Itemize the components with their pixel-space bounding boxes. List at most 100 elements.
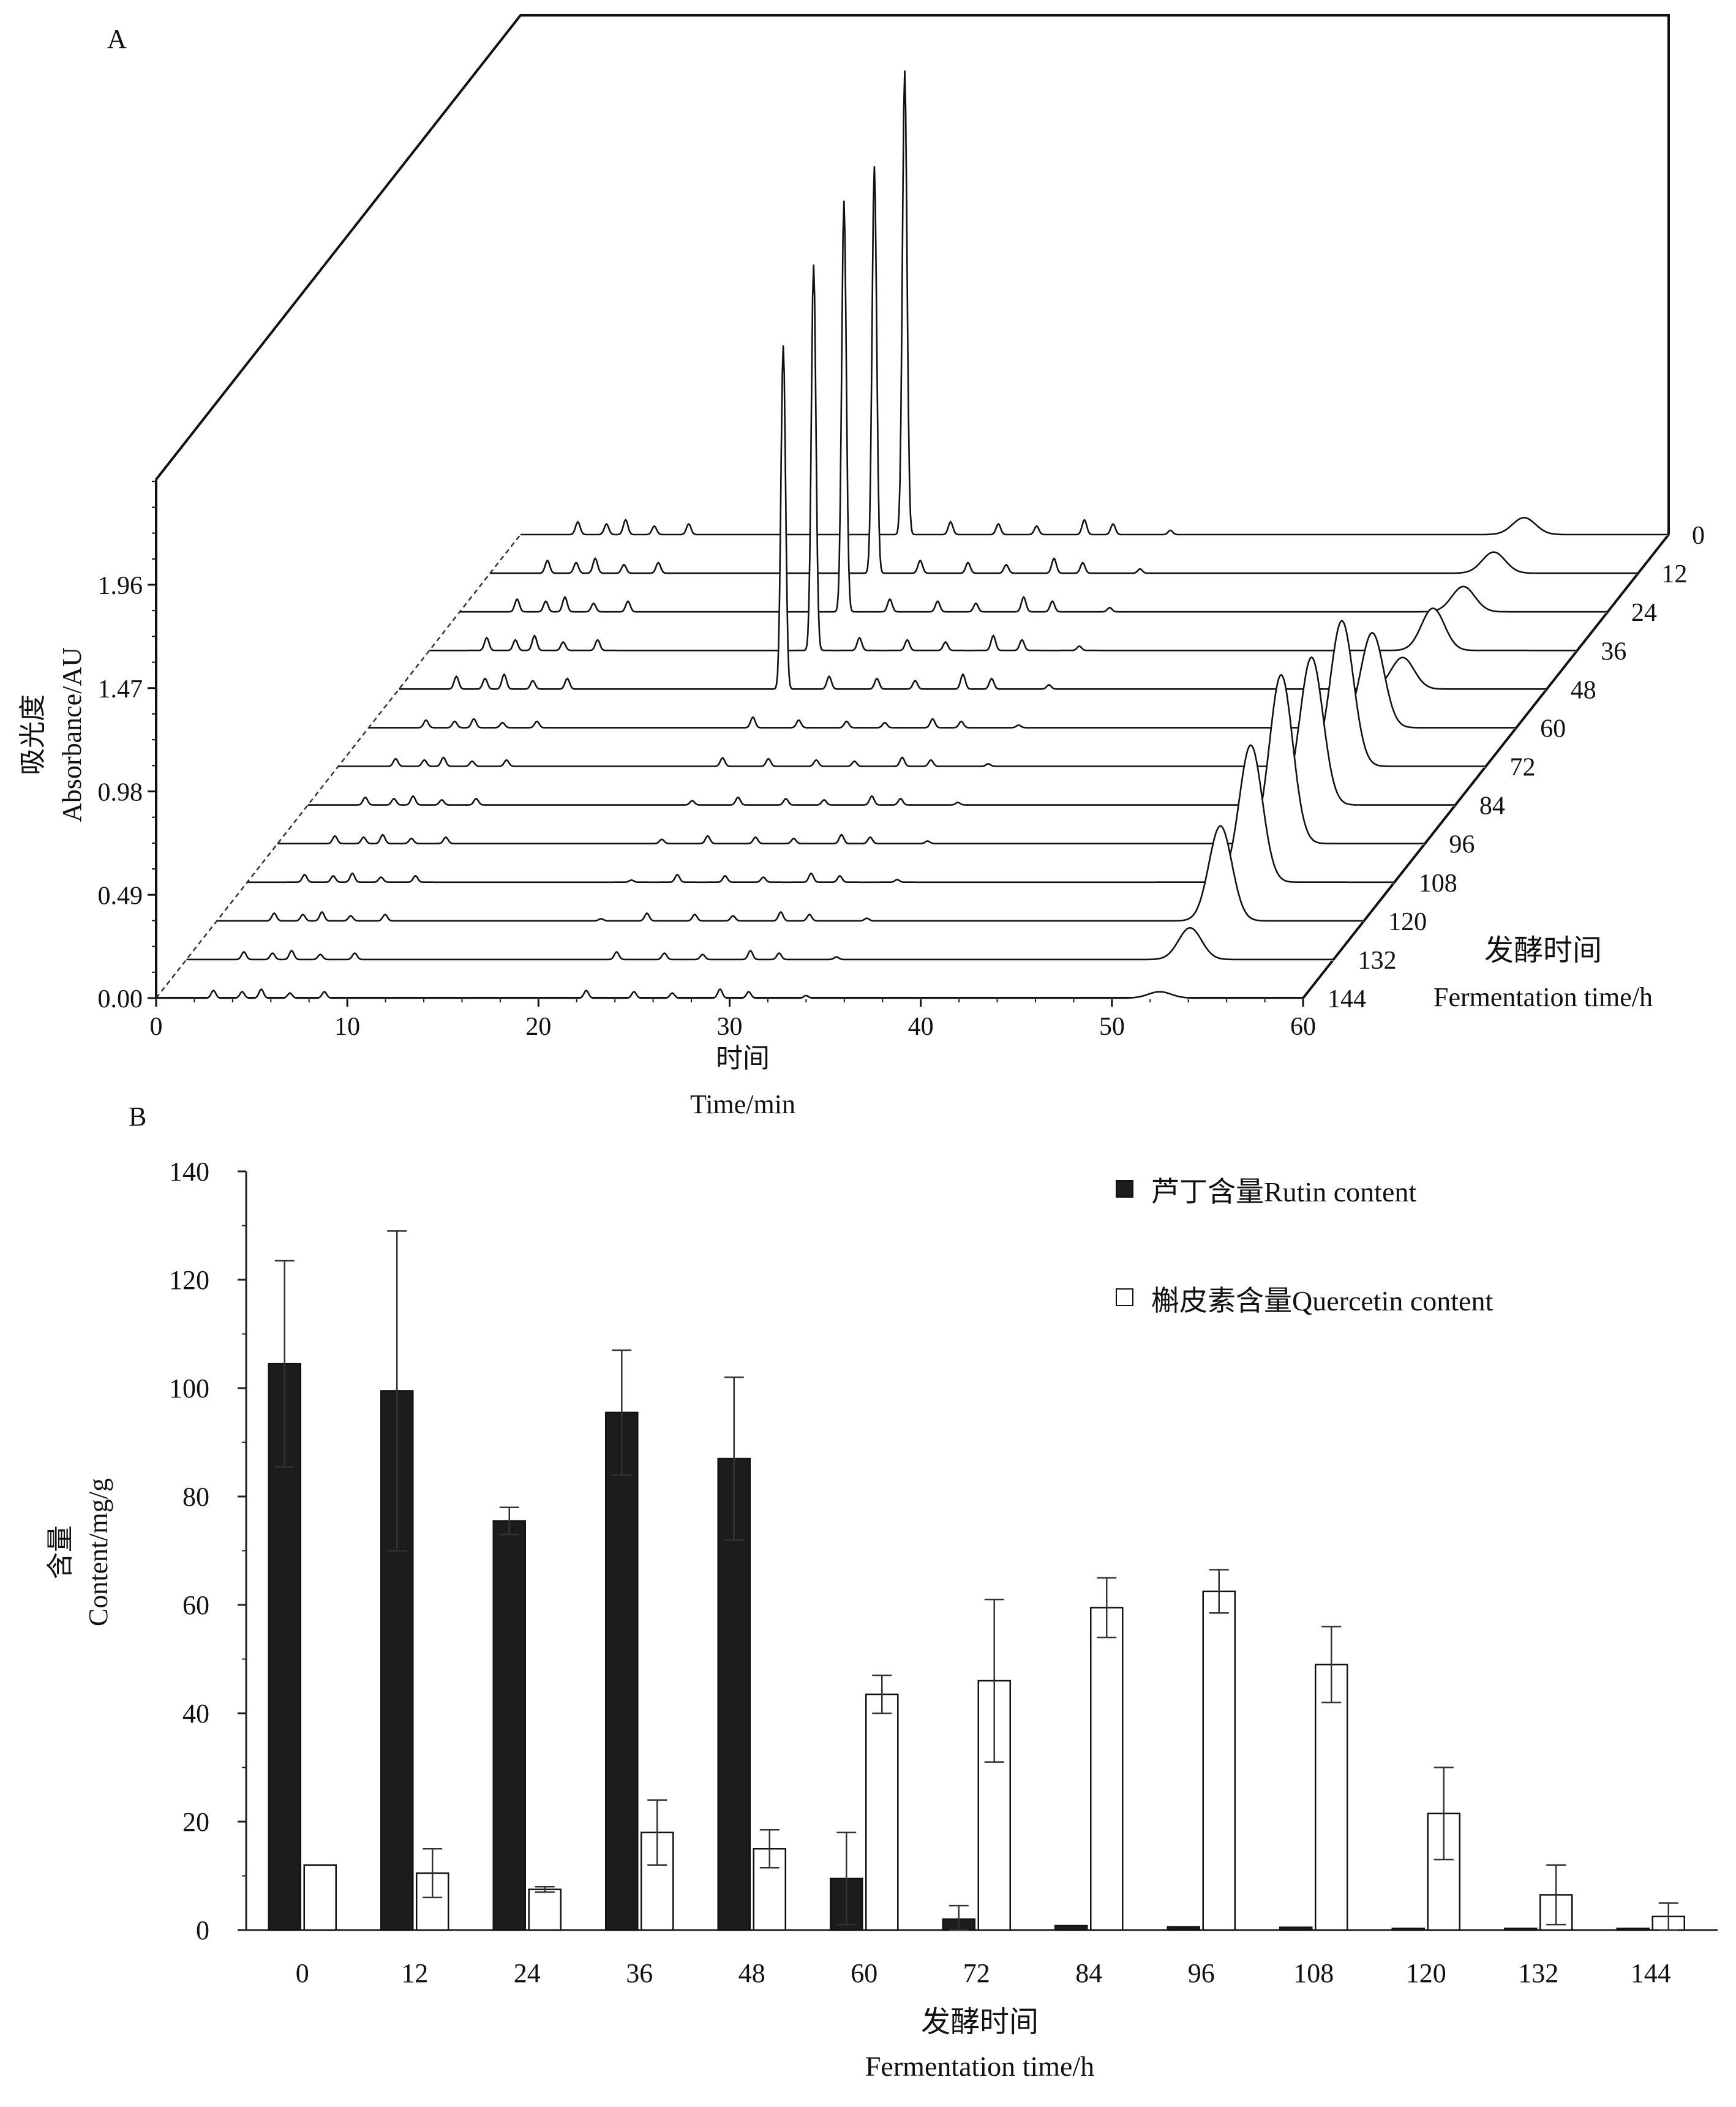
quercetin-bar	[1202, 1590, 1236, 1931]
trace-mask	[217, 825, 1364, 922]
y-tick-label: 0.49	[98, 882, 143, 910]
quercetin-bar	[528, 1888, 562, 1931]
bar-x-tick-label: 84	[1075, 1958, 1102, 1988]
rutin-bar	[1504, 1928, 1538, 1931]
bar-x-tick-label: 12	[401, 1958, 428, 1988]
chromatogram-trace	[156, 988, 1303, 999]
bar-x-tick-label: 0	[296, 1958, 309, 1988]
x-axis-title-en: Time/min	[690, 1089, 795, 1119]
rutin-bar	[1279, 1926, 1313, 1931]
bar-x-ticks: 0 12 24 36 48 60 72 84 96 108 120 132 144	[296, 1958, 1671, 1988]
chromatogram-traces	[156, 70, 1667, 999]
z-axis	[1302, 533, 1670, 999]
legend-quercetin-label: 槲皮素含量Quercetin content	[1151, 1285, 1493, 1316]
quercetin-bar	[1315, 1664, 1348, 1931]
legend-quercetin-swatch	[1116, 1288, 1133, 1306]
y-axis-title-cn: 吸光度	[18, 694, 48, 775]
x-tick-label: 20	[525, 1013, 551, 1041]
trace-mask	[520, 70, 1667, 536]
chromatogram-trace	[490, 166, 1637, 574]
fermentation-time-label: 12	[1661, 560, 1687, 588]
bar-x-tick-label: 132	[1518, 1958, 1558, 1988]
y-axis-ticks: 0.00 0.49 0.98 1.47 1.96	[98, 481, 156, 1013]
trace-mask	[459, 200, 1607, 614]
legend: 芦丁含量Rutin content 槲皮素含量Quercetin content	[1116, 1176, 1493, 1316]
fermentation-time-label: 24	[1631, 599, 1657, 627]
quercetin-bar	[1090, 1607, 1124, 1931]
bar-y-tick-label: 120	[169, 1265, 209, 1295]
trace-mask	[186, 928, 1334, 961]
bar-y-tick-label: 100	[169, 1373, 209, 1403]
fermentation-time-label: 96	[1449, 831, 1475, 859]
y-axis-title-en: Absorbance/AU	[57, 647, 87, 822]
quercetin-bar	[303, 1864, 337, 1931]
fermentation-time-label: 0	[1692, 522, 1705, 550]
panel-a-label: A	[107, 24, 127, 54]
rutin-bar	[492, 1520, 526, 1931]
fermentation-time-label: 132	[1358, 947, 1397, 975]
x-axis-title-cn: 时间	[716, 1043, 770, 1073]
back-frame	[155, 14, 1670, 535]
x-tick-label: 50	[1099, 1013, 1125, 1041]
legend-rutin-label: 芦丁含量Rutin content	[1151, 1176, 1416, 1207]
fermentation-time-label: 60	[1540, 715, 1566, 743]
x-tick-label: 10	[334, 1013, 360, 1041]
z-axis-title-cn: 发酵时间	[1484, 934, 1602, 967]
bar-x-tick-label: 96	[1188, 1958, 1215, 1988]
chromatogram-trace	[217, 825, 1364, 922]
x-tick-label: 40	[908, 1013, 934, 1041]
bar-x-tick-label: 60	[851, 1958, 877, 1988]
z-axis-title-en: Fermentation time/h	[1434, 982, 1653, 1012]
fermentation-time-label: 108	[1419, 869, 1457, 898]
bar-x-title-cn: 发酵时间	[921, 2006, 1039, 2038]
bar-y-title-en: Content/mg/g	[83, 1478, 113, 1626]
x-tick-label: 60	[1290, 1013, 1316, 1041]
bar-chart-panel: B 0 20 40 60 80 100 120 140 0 12 24 36 48 60 72 84 96 10…	[45, 1102, 1718, 2082]
legend-rutin-swatch	[1116, 1180, 1133, 1198]
bars	[268, 1230, 1685, 1931]
bar-y-tick-label: 140	[169, 1157, 209, 1187]
x-tick-label: 0	[150, 1013, 163, 1041]
chromatogram-trace	[520, 70, 1667, 536]
fermentation-time-label: 48	[1571, 676, 1596, 704]
bar-y-tick-label: 0	[196, 1915, 209, 1945]
bar-y-tick-label: 60	[182, 1590, 209, 1620]
chromatogram-trace	[459, 200, 1607, 613]
bar-x-tick-label: 24	[514, 1958, 541, 1988]
bar-x-tick-label: 72	[963, 1958, 990, 1988]
bar-y-tick-label: 80	[182, 1482, 209, 1512]
y-tick-label: 0.98	[98, 779, 143, 807]
fermentation-time-label: 72	[1510, 754, 1536, 782]
rutin-bar	[1167, 1926, 1200, 1931]
fermentation-time-label: 36	[1601, 637, 1626, 666]
x-axis-ticks: 0 10 20 30 40 50 60	[150, 998, 1316, 1041]
rutin-bar	[605, 1411, 639, 1931]
bar-y-tick-label: 40	[182, 1699, 209, 1729]
x-tick-label: 30	[717, 1013, 743, 1041]
rutin-bar	[1054, 1925, 1088, 1931]
rutin-bar	[1616, 1928, 1650, 1931]
bar-x-tick-label: 120	[1406, 1958, 1446, 1988]
fermentation-time-label: 84	[1479, 792, 1505, 821]
y-tick-label: 1.47	[98, 675, 143, 704]
quercetin-bar	[865, 1693, 899, 1931]
rutin-bar	[1391, 1928, 1425, 1931]
panel-b-label: B	[129, 1102, 146, 1132]
fermentation-time-label: 120	[1388, 908, 1427, 936]
fermentation-time-label: 144	[1328, 985, 1366, 1013]
trace-mask	[490, 166, 1637, 575]
chromatogram-trace	[247, 744, 1394, 884]
y-tick-label: 1.96	[98, 572, 143, 600]
chromatogram-trace	[186, 926, 1334, 961]
chromatogram-trace	[429, 264, 1577, 652]
y-tick-label: 0.00	[98, 985, 143, 1013]
bar-y-title-cn: 含量	[45, 1525, 75, 1579]
bar-y-tick-label: 20	[182, 1807, 209, 1837]
chromatogram-panel: A 0.000.490.981.471.96 0 10 20 30 40 50 60 012…	[18, 14, 1705, 1119]
bar-x-tick-label: 48	[738, 1958, 765, 1988]
trace-mask	[429, 265, 1577, 652]
bar-x-tick-label: 36	[626, 1958, 653, 1988]
bar-x-tick-label: 108	[1293, 1958, 1334, 1988]
